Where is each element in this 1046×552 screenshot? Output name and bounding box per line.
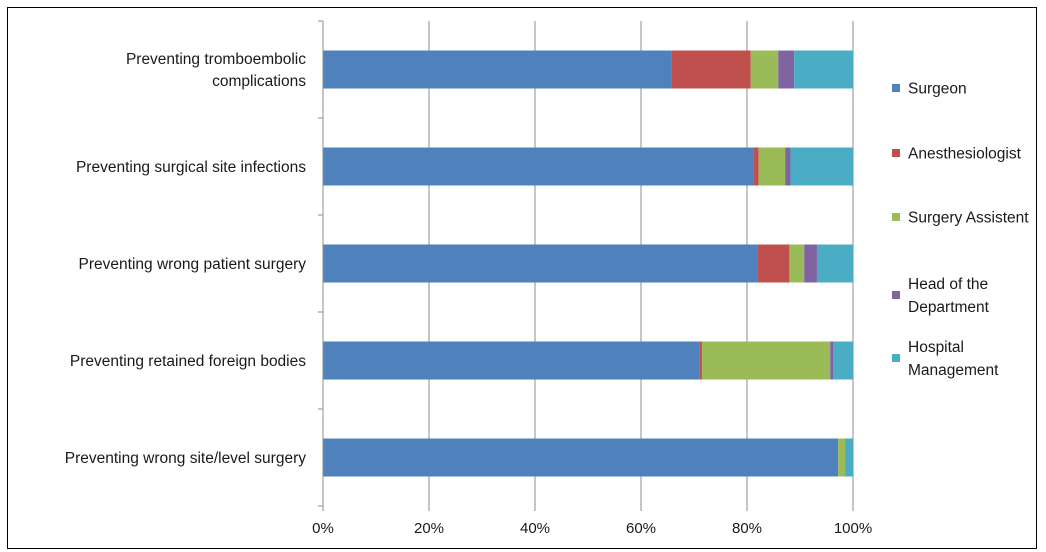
legend-label-line: Department xyxy=(908,299,990,316)
category-label-line: Preventing retained foreign bodies xyxy=(70,353,306,370)
bar-segment xyxy=(753,147,759,186)
bar-segment xyxy=(323,50,672,89)
stacked-bar-chart: Preventing tromboembolic complicationsPre… xyxy=(65,20,1029,537)
x-tick-label: 80% xyxy=(732,520,762,537)
legend-label: Anesthesiologist xyxy=(908,146,1022,163)
category-label-line: Preventing tromboembolic xyxy=(126,51,306,68)
bar-segment xyxy=(323,341,700,380)
bar-segment xyxy=(845,438,853,477)
x-tick-label: 40% xyxy=(520,520,550,537)
category-label-line: complications xyxy=(212,73,306,90)
legend: Surgeon Anesthesiologist Surgery Assistent… xyxy=(892,81,1029,379)
bar-segment xyxy=(757,244,790,283)
category-label-line: Preventing wrong patient surgery xyxy=(79,256,307,273)
legend-swatch xyxy=(892,149,900,157)
chart-frame: Preventing tromboembolic complications Pre… xyxy=(7,7,1037,549)
legend-label: Surgery Assistent xyxy=(908,210,1029,227)
bar-segment xyxy=(833,341,853,380)
bar-segment xyxy=(671,50,751,89)
bar-segment xyxy=(323,147,754,186)
legend-label: Head of the Department xyxy=(908,276,990,316)
bar-segment xyxy=(778,50,795,89)
x-tick-label: 20% xyxy=(414,520,444,537)
x-tick-label: 0% xyxy=(312,520,334,537)
bar-segment xyxy=(701,341,831,380)
bar-segment xyxy=(816,244,853,283)
bars xyxy=(323,50,853,477)
legend-label: Surgeon xyxy=(908,81,967,98)
bar-segment xyxy=(323,244,758,283)
category-label-line: Preventing wrong site/level surgery xyxy=(65,450,306,467)
legend-label-line: Surgery Assistent xyxy=(908,210,1029,227)
axes xyxy=(318,20,854,511)
category-labels: Preventing tromboembolic complicationsPre… xyxy=(65,51,306,467)
legend-label-line: Management xyxy=(908,362,999,379)
legend-swatch xyxy=(892,354,900,362)
legend-label-line: Anesthesiologist xyxy=(908,146,1022,163)
bar-segment xyxy=(838,438,846,477)
legend-label: Hospital Management xyxy=(908,339,999,379)
bar-segment xyxy=(750,50,779,89)
bar-segment xyxy=(794,50,853,89)
bar-segment xyxy=(790,147,853,186)
bar-segment xyxy=(323,438,839,477)
category-label: Preventing wrong site/level surgery xyxy=(65,450,306,467)
category-label: Preventing wrong patient surgery xyxy=(79,256,307,273)
bar-segment xyxy=(785,147,791,186)
legend-label-line: Hospital xyxy=(908,339,964,356)
category-label: Preventing tromboembolic complications xyxy=(126,51,306,90)
bar-segment xyxy=(789,244,805,283)
bar-segment xyxy=(804,244,817,283)
legend-label-line: Head of the xyxy=(908,276,988,293)
bar-segment xyxy=(699,341,702,380)
legend-label-line: Surgeon xyxy=(908,81,967,98)
bar-segment xyxy=(830,341,834,380)
x-tick-label: 60% xyxy=(626,520,656,537)
legend-swatch xyxy=(892,213,900,221)
x-tick-label: 100% xyxy=(834,520,872,537)
legend-swatch xyxy=(892,291,900,299)
legend-swatch xyxy=(892,84,900,92)
category-label: Preventing surgical site infections xyxy=(76,159,306,176)
bar-segment xyxy=(758,147,786,186)
category-label-line: Preventing surgical site infections xyxy=(76,159,306,176)
category-label: Preventing retained foreign bodies xyxy=(70,353,306,370)
x-tick-labels: 0% 20% 40% 60% 80% 100% xyxy=(312,520,872,537)
